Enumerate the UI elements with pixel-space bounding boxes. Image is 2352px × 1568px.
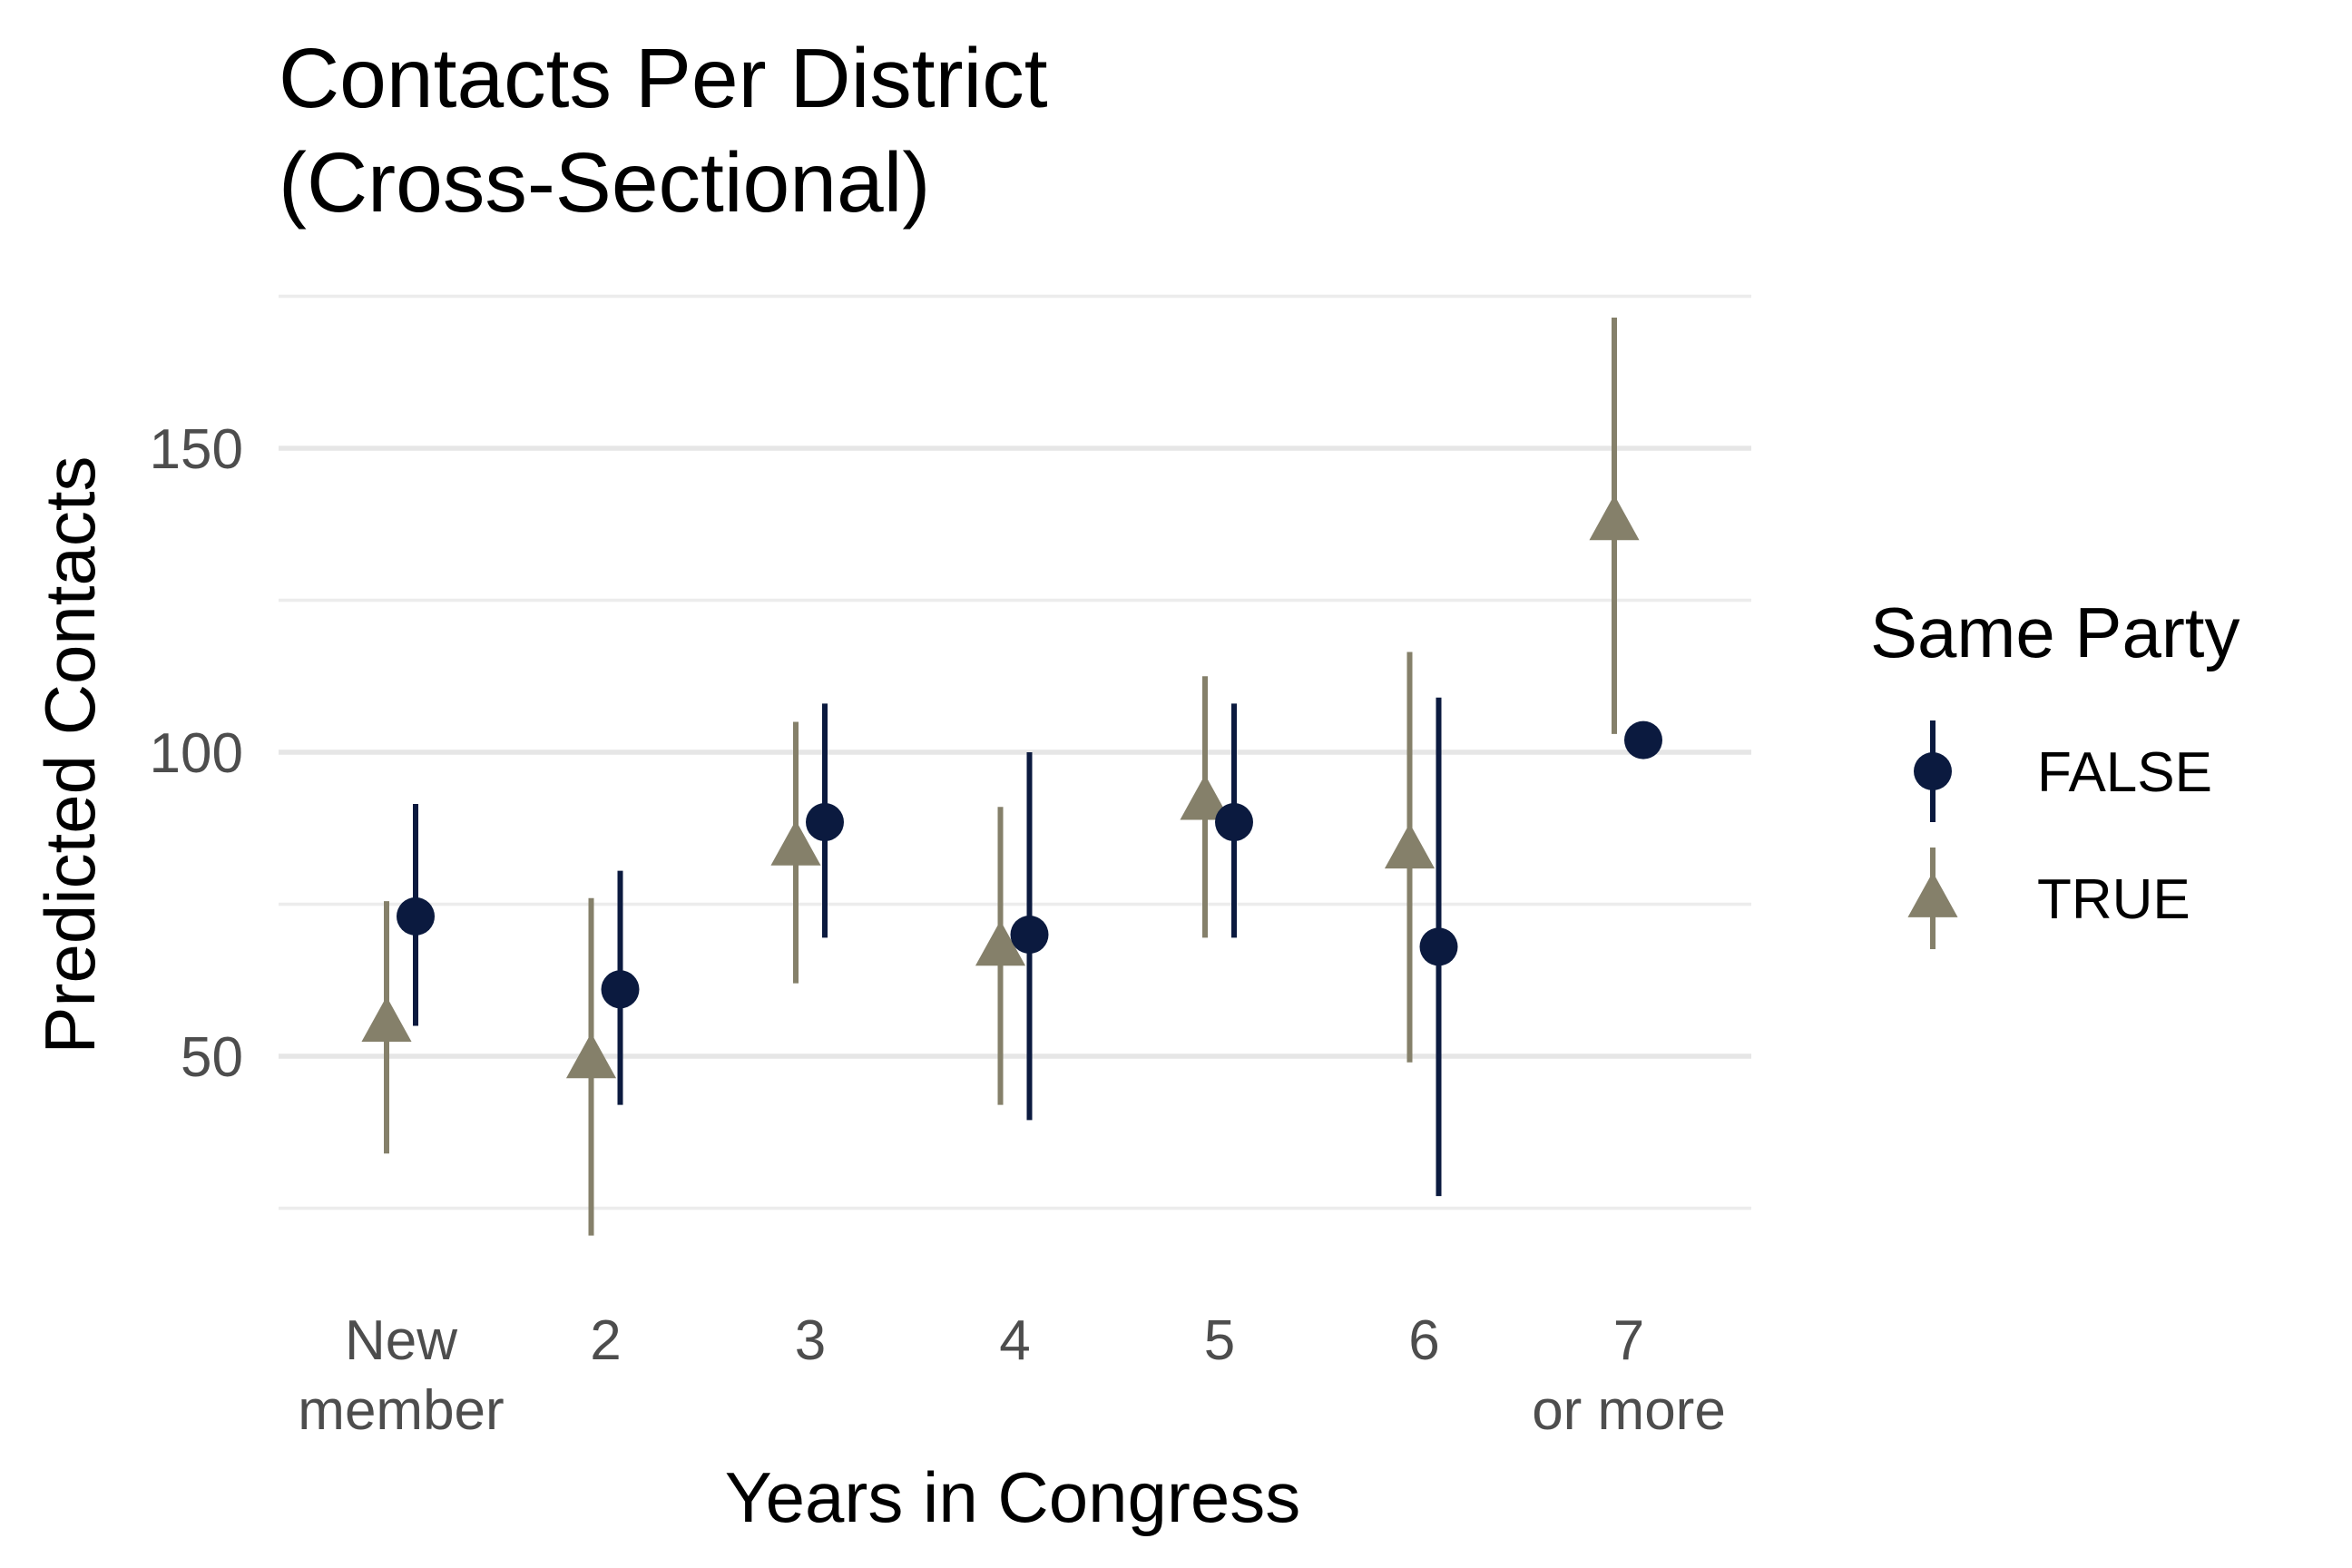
y-axis-ticks: 50 100 150 [150, 418, 243, 1089]
x-axis-ticks: New member 2 3 4 5 6 7 or more [298, 1309, 1726, 1442]
x-tick-label: member [298, 1379, 504, 1442]
y-tick-label: 150 [150, 418, 243, 481]
x-tick-label: 3 [795, 1309, 826, 1372]
legend-marker [1914, 752, 1952, 790]
x-tick-label: 6 [1408, 1309, 1439, 1372]
data-point [397, 897, 435, 936]
chart-subtitle: (Cross-Sectional) [279, 135, 930, 230]
series-false [397, 697, 1662, 1197]
data-point [1215, 803, 1253, 842]
data-point [1180, 774, 1230, 820]
plot-area [361, 317, 1662, 1236]
y-axis-title: Predicted Contacts [30, 456, 110, 1054]
x-tick-label: or more [1532, 1379, 1726, 1442]
x-tick-label: 4 [999, 1309, 1030, 1372]
data-point [565, 1033, 617, 1079]
legend-key-true [1907, 848, 1958, 949]
x-axis-title: Years in Congress [725, 1457, 1300, 1537]
x-tick-label: 7 [1613, 1309, 1644, 1372]
chart-title: Contacts Per District [279, 31, 1048, 125]
x-tick-label: 5 [1204, 1309, 1235, 1372]
y-tick-label: 50 [181, 1026, 243, 1089]
legend-label: TRUE [2037, 868, 2190, 931]
series-true [361, 317, 1640, 1236]
data-point [1010, 916, 1049, 954]
data-point [1589, 495, 1640, 541]
data-point [806, 803, 844, 842]
y-tick-label: 100 [150, 722, 243, 785]
legend: Same Party FALSE TRUE [1870, 593, 2239, 949]
data-point [361, 996, 412, 1043]
data-point [975, 920, 1026, 966]
legend-key-false [1914, 720, 1952, 822]
data-point [1384, 823, 1436, 869]
data-point [770, 819, 821, 866]
grid [279, 294, 1751, 1210]
data-point [1624, 720, 1662, 760]
legend-marker [1907, 872, 1958, 917]
x-tick-label: New [345, 1309, 457, 1372]
data-point [1419, 927, 1458, 966]
data-point [601, 970, 640, 1009]
legend-label: FALSE [2037, 741, 2212, 804]
x-tick-label: 2 [590, 1309, 621, 1372]
legend-title: Same Party [1870, 593, 2239, 672]
